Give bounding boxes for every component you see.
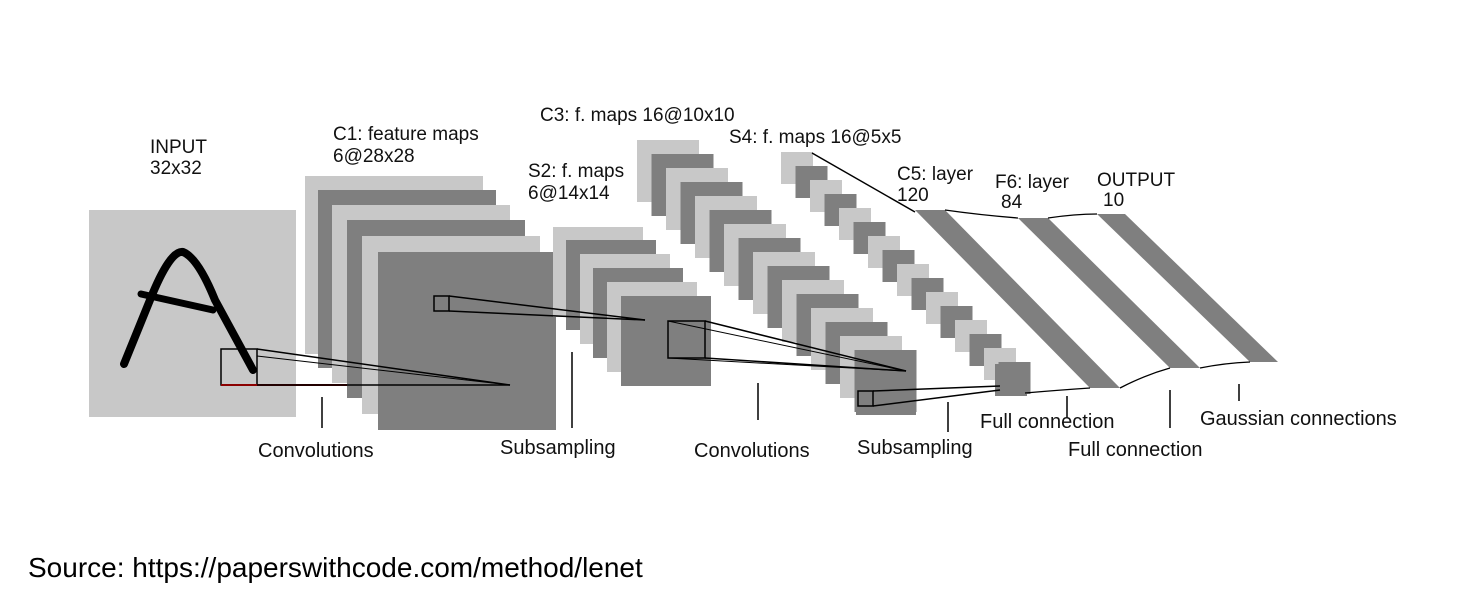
input-layer: [89, 210, 363, 417]
fc-connections: [944, 209, 1251, 394]
s2-receptive-field: [667, 320, 706, 359]
s4-receptive-field: [857, 390, 874, 407]
c5-layer-name: C5: layer: [897, 164, 974, 185]
output-vector: [1097, 214, 1278, 362]
f6-vector: [1018, 218, 1200, 368]
conv1-label: Convolutions: [258, 440, 374, 462]
c5-vector: [915, 210, 1120, 388]
s2-layer: [553, 227, 711, 386]
f6-layer-size: 84: [1001, 192, 1023, 213]
s2-layer-size: 6@14x14: [528, 183, 610, 204]
c1-layer-name: C1: feature maps: [333, 124, 479, 145]
gauss-label: Gaussian connections: [1200, 408, 1397, 430]
sub2-projection: [811, 152, 1001, 407]
c1-map: [378, 252, 556, 430]
c1-receptive-field: [433, 295, 450, 312]
input-character-a-icon: [120, 248, 257, 374]
c1-layer: [305, 176, 556, 430]
output-layer-name: OUTPUT: [1097, 170, 1176, 191]
conv2-label: Convolutions: [694, 440, 810, 462]
input-layer-name: INPUT: [150, 137, 207, 158]
f6-layer: [1018, 218, 1200, 368]
s2-layer-name: S2: f. maps: [528, 161, 624, 182]
input-character-a-crossbar-icon: [137, 290, 217, 314]
sub2-label: Subsampling: [857, 437, 973, 459]
input-plane: [89, 210, 296, 417]
c5-layer: [915, 210, 1120, 388]
full2-label: Full connection: [1068, 439, 1203, 461]
c3-layer-name: C3: f. maps 16@10x10: [540, 105, 735, 126]
conv1-projection: [256, 348, 511, 386]
c5-input-node: [995, 364, 1027, 396]
f6-layer-name: F6: layer: [995, 172, 1070, 193]
operation-ticks: [321, 352, 1240, 432]
c5-layer-size: 120: [897, 185, 929, 206]
s4-layer: [781, 152, 1031, 415]
output-layer-size: 10: [1103, 190, 1124, 211]
conv2-projection: [667, 320, 907, 372]
c1-layer-size: 6@28x28: [333, 146, 415, 167]
source-caption: Source: https://paperswithcode.com/metho…: [28, 552, 643, 583]
sub1-projection: [448, 295, 646, 321]
s2-map: [621, 296, 711, 386]
sub1-label: Subsampling: [500, 437, 616, 459]
s4-layer-name: S4: f. maps 16@5x5: [729, 127, 901, 148]
output-layer: [1097, 214, 1278, 362]
full1-label: Full connection: [980, 411, 1115, 433]
input-layer-size: 32x32: [150, 158, 202, 179]
